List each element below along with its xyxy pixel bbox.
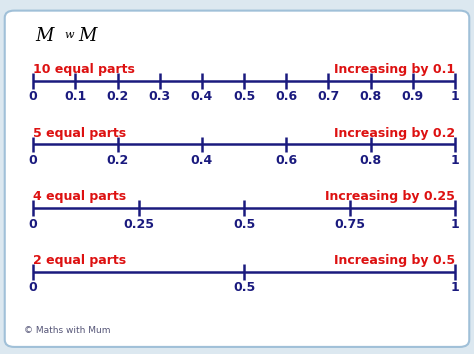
Text: 0: 0 <box>29 154 37 167</box>
Text: Increasing by 0.2: Increasing by 0.2 <box>334 127 455 140</box>
Text: 0.6: 0.6 <box>275 90 297 103</box>
Text: 0.2: 0.2 <box>107 154 128 167</box>
Text: 0.8: 0.8 <box>360 90 382 103</box>
Text: 0: 0 <box>29 281 37 295</box>
Text: 0: 0 <box>29 218 37 231</box>
Text: 1: 1 <box>451 281 459 295</box>
Text: 0.5: 0.5 <box>233 281 255 295</box>
Text: 0.7: 0.7 <box>318 90 339 103</box>
Text: 0.5: 0.5 <box>233 218 255 231</box>
Text: 1: 1 <box>451 90 459 103</box>
Text: 1: 1 <box>451 218 459 231</box>
Text: 0.75: 0.75 <box>334 218 365 231</box>
Text: 0.1: 0.1 <box>64 90 86 103</box>
Text: M: M <box>78 27 97 45</box>
Text: Increasing by 0.25: Increasing by 0.25 <box>325 190 455 204</box>
Text: 0.25: 0.25 <box>123 218 154 231</box>
Text: 10 equal parts: 10 equal parts <box>33 63 135 76</box>
Text: 0.4: 0.4 <box>191 154 213 167</box>
FancyBboxPatch shape <box>5 11 469 347</box>
Text: 5 equal parts: 5 equal parts <box>33 127 126 140</box>
Text: w: w <box>64 30 73 40</box>
Text: M: M <box>36 27 54 45</box>
Text: 0.9: 0.9 <box>402 90 424 103</box>
Text: 2 equal parts: 2 equal parts <box>33 254 126 267</box>
Text: 1: 1 <box>451 154 459 167</box>
Text: © Maths with Mum: © Maths with Mum <box>24 326 110 335</box>
Text: 4 equal parts: 4 equal parts <box>33 190 126 204</box>
Text: 0: 0 <box>29 90 37 103</box>
Text: 0.5: 0.5 <box>233 90 255 103</box>
Text: Increasing by 0.5: Increasing by 0.5 <box>334 254 455 267</box>
Text: 0.3: 0.3 <box>149 90 171 103</box>
Text: 0.2: 0.2 <box>107 90 128 103</box>
Text: 0.8: 0.8 <box>360 154 382 167</box>
Text: 0.6: 0.6 <box>275 154 297 167</box>
Text: Increasing by 0.1: Increasing by 0.1 <box>334 63 455 76</box>
Text: 0.4: 0.4 <box>191 90 213 103</box>
